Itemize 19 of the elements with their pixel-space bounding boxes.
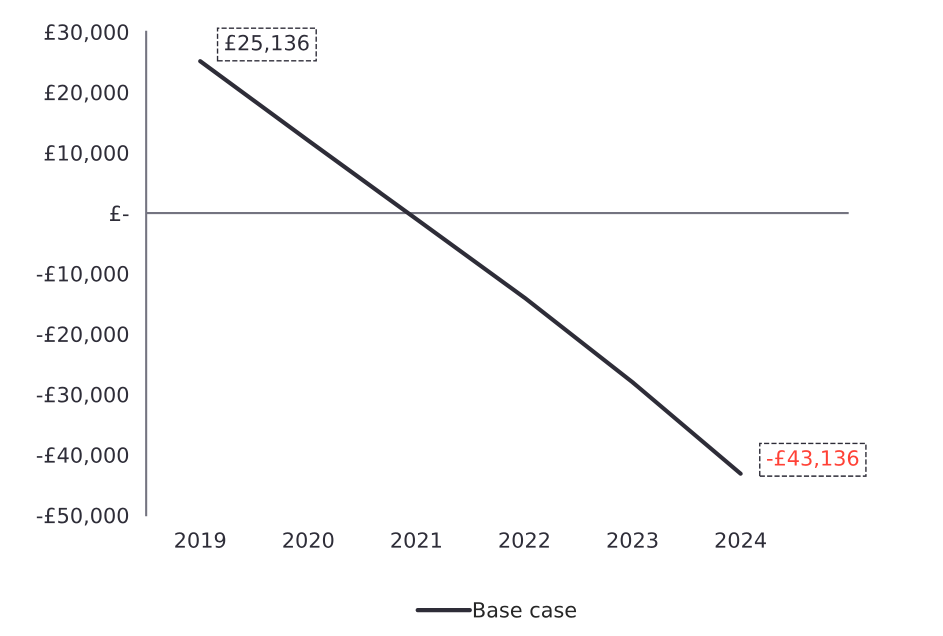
data-label: £25,136 bbox=[225, 34, 309, 53]
x-tick-label: 2020 bbox=[283, 532, 334, 548]
x-tick-label: 2022 bbox=[499, 532, 549, 548]
y-tick-label: £30,000 bbox=[44, 24, 128, 42]
x-tick-label: 2023 bbox=[608, 532, 658, 548]
data-label: -£43,136 bbox=[767, 450, 858, 468]
x-tick-label: 2024 bbox=[716, 532, 766, 548]
y-tick-label: -£10,000 bbox=[36, 266, 128, 284]
y-tick-label: -£20,000 bbox=[36, 326, 128, 344]
y-tick-label: -£40,000 bbox=[36, 447, 128, 466]
line-series bbox=[198, 59, 743, 476]
y-tick-label: £20,000 bbox=[44, 84, 128, 103]
x-tick-label: 2019 bbox=[175, 532, 226, 548]
y-tick-label: -£50,000 bbox=[36, 508, 128, 526]
legend-label: Base case bbox=[474, 602, 576, 618]
x-tick-label: 2021 bbox=[391, 532, 441, 548]
y-tick-label: £10,000 bbox=[44, 145, 128, 163]
y-tick-label: -£30,000 bbox=[36, 386, 128, 405]
y-tick-label: £- bbox=[110, 206, 128, 221]
